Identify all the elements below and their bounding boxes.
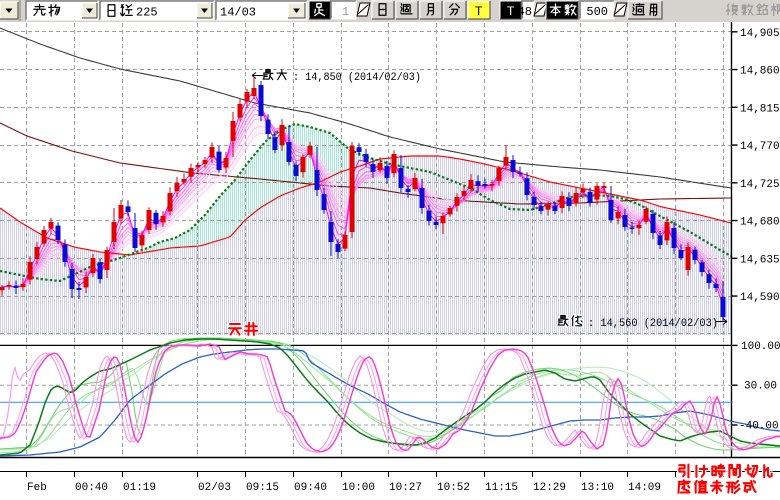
svg-text:14,905: 14,905 xyxy=(740,28,780,40)
svg-text:30.00: 30.00 xyxy=(744,381,777,393)
svg-text:: 14,850 (2014/02/03): : 14,850 (2014/02/03) xyxy=(293,72,421,84)
svg-text:1: 1 xyxy=(342,5,349,19)
svg-text:10:52: 10:52 xyxy=(437,482,470,494)
svg-text:14,860: 14,860 xyxy=(740,66,780,78)
svg-text:12:29: 12:29 xyxy=(533,482,566,494)
svg-text:225: 225 xyxy=(136,6,158,20)
svg-text:14/03: 14/03 xyxy=(220,6,256,20)
svg-text:13:10: 13:10 xyxy=(581,482,614,494)
svg-text:Feb: Feb xyxy=(27,482,47,494)
svg-text:-40.00: -40.00 xyxy=(739,421,779,433)
svg-text:14:09: 14:09 xyxy=(628,482,661,494)
svg-text:14,590: 14,590 xyxy=(740,292,780,304)
svg-text:09:15: 09:15 xyxy=(246,482,279,494)
svg-text:11:15: 11:15 xyxy=(485,482,518,494)
svg-text:10:00: 10:00 xyxy=(342,482,375,494)
svg-text:10:27: 10:27 xyxy=(389,482,422,494)
svg-text:100.00: 100.00 xyxy=(741,341,780,353)
svg-text:500: 500 xyxy=(586,5,608,19)
svg-text:00:40: 00:40 xyxy=(75,482,108,494)
svg-text:09:40: 09:40 xyxy=(294,482,327,494)
svg-text:14,770: 14,770 xyxy=(740,141,780,153)
svg-text:14,635: 14,635 xyxy=(740,254,780,266)
svg-text:02/03: 02/03 xyxy=(198,482,231,494)
svg-text:48: 48 xyxy=(518,5,532,19)
svg-text:14,680: 14,680 xyxy=(740,217,780,229)
svg-text:: 14,560 (2014/02/03): : 14,560 (2014/02/03) xyxy=(588,318,718,330)
svg-text:14,815: 14,815 xyxy=(740,103,780,115)
svg-text:T: T xyxy=(475,4,483,18)
svg-text:14,725: 14,725 xyxy=(740,179,780,191)
svg-text:01:19: 01:19 xyxy=(123,482,156,494)
svg-text:T: T xyxy=(507,4,515,18)
